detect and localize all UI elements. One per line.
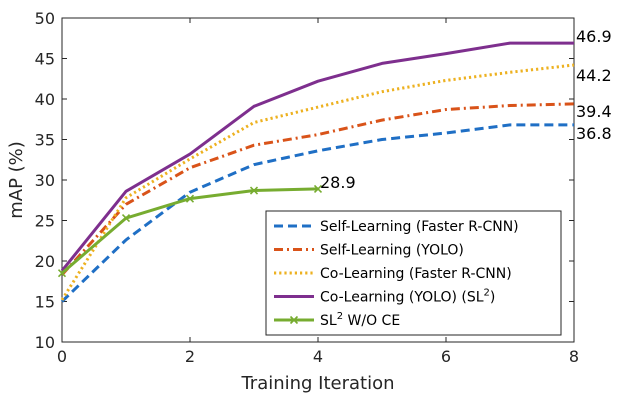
legend-item: Self-Learning (YOLO) — [274, 243, 464, 259]
y-tick-label: 15 — [35, 293, 55, 312]
end-value-label: 36.8 — [576, 124, 612, 143]
y-tick-label: 10 — [35, 333, 55, 352]
x-tick-label: 2 — [185, 347, 195, 366]
y-tick-label: 20 — [35, 252, 55, 271]
series-4 — [60, 41, 574, 272]
legend-label: Co-Learning (Faster R-CNN) — [320, 266, 512, 282]
y-tick-label: 25 — [35, 212, 55, 231]
series-5 — [57, 184, 323, 278]
y-tick-label: 45 — [35, 50, 55, 69]
y-axis-label: mAP (%) — [6, 141, 27, 219]
data-point-marker — [185, 194, 195, 203]
legend-item: Co-Learning (YOLO) (SL2) — [274, 288, 495, 306]
x-tick-label: 4 — [313, 347, 323, 366]
end-value-label: 44.2 — [576, 66, 612, 85]
x-axis-label: Training Iteration — [240, 373, 394, 394]
legend-label: Self-Learning (YOLO) — [320, 243, 464, 259]
legend-item: Co-Learning (Faster R-CNN) — [274, 266, 512, 282]
end-value-label: 46.9 — [576, 27, 612, 46]
legend-box — [265, 210, 562, 336]
y-tick-label: 50 — [35, 9, 55, 28]
end-value-label: 39.4 — [576, 102, 612, 121]
series-3 — [60, 63, 575, 301]
y-tick-label: 30 — [35, 171, 55, 190]
x-tick-label: 0 — [57, 347, 67, 366]
axes: 0 2 4 6 8 10 15 20 25 30 35 40 45 50 — [35, 9, 579, 366]
end-value-label: 28.9 — [320, 173, 356, 192]
series-line — [60, 123, 574, 303]
data-point-marker — [249, 186, 259, 195]
legend-label: Co-Learning (YOLO) (SL2) — [320, 288, 495, 306]
series-line — [60, 102, 575, 276]
x-tick-label: 8 — [569, 347, 579, 366]
series-1 — [60, 123, 574, 303]
legend-marker — [289, 315, 299, 325]
data-point-marker — [121, 214, 131, 223]
data-point-marker — [57, 269, 67, 278]
legend-label: SL2 W/O CE — [320, 311, 400, 329]
x-tick-label: 6 — [441, 347, 451, 366]
series-layer: 36.8 39.4 44.2 46.9 28.9 — [57, 27, 612, 303]
y-tick-label: 40 — [35, 90, 55, 109]
legend: Self-Learning (Faster R-CNN) Self-Learnin… — [265, 210, 562, 336]
legend-item: Self-Learning (Faster R-CNN) — [274, 219, 519, 235]
y-tick-label: 35 — [35, 131, 55, 150]
series-line — [60, 41, 574, 272]
series-line — [60, 63, 575, 301]
data-point-marker — [313, 184, 323, 193]
series-2 — [60, 102, 575, 276]
legend-label: Self-Learning (Faster R-CNN) — [320, 219, 519, 235]
